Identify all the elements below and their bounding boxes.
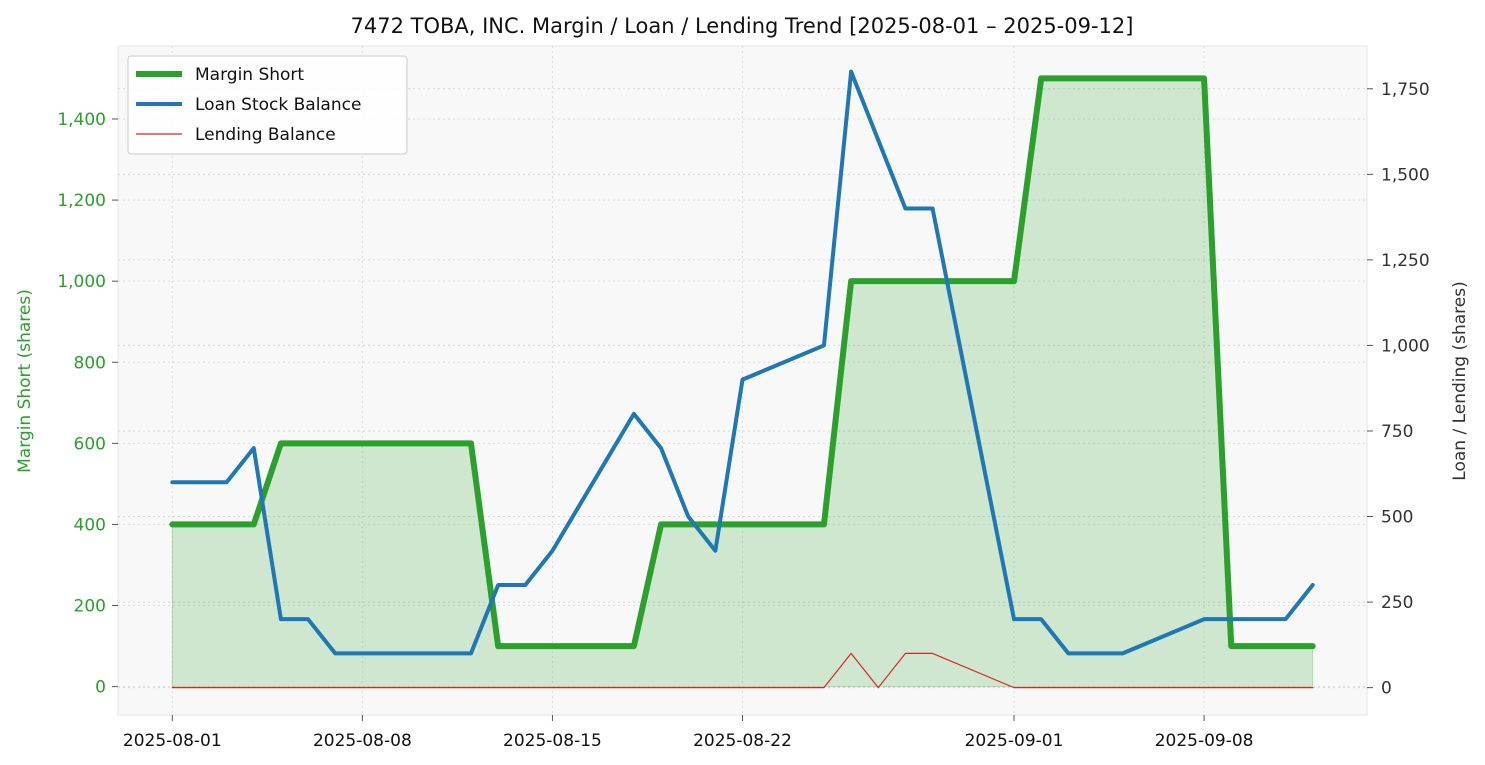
x-tick-label: 2025-08-22 [693, 731, 792, 751]
y-right-tick-label: 750 [1381, 422, 1413, 442]
x-axis: 2025-08-01 2025-08-08 2025-08-15 2025-08-22… [123, 715, 1254, 751]
y-right-tick-label: 0 [1381, 679, 1392, 699]
x-tick-label: 2025-08-15 [503, 731, 602, 751]
legend: Margin Short Loan Stock Balance Lending … [127, 55, 408, 155]
x-tick-label: 2025-09-01 [965, 731, 1064, 751]
right-axis: 0 250 500 750 1,000 1,250 1,500 1,750 [1367, 80, 1430, 699]
y-left-tick-label: 600 [74, 434, 106, 454]
y-right-tick-label: 1,750 [1381, 80, 1430, 100]
left-axis: 0 200 400 600 800 1,000 1,200 1,400 [57, 110, 118, 698]
y-left-tick-label: 0 [95, 678, 106, 698]
y-left-tick-label: 1,200 [57, 191, 106, 211]
legend-box [127, 55, 408, 155]
series-line-lending-balance [171, 652, 1314, 689]
x-tick-label: 2025-09-08 [1155, 731, 1254, 751]
grid [118, 46, 1367, 715]
legend-label-lending-balance: Lending Balance [195, 125, 336, 145]
y-left-tick-label: 1,000 [57, 272, 106, 292]
y-right-tick-label: 1,250 [1381, 251, 1430, 271]
y-left-tick-label: 400 [74, 515, 106, 535]
x-tick-label: 2025-08-08 [313, 731, 412, 751]
y-right-tick-label: 1,000 [1381, 336, 1430, 356]
y-right-tick-label: 250 [1381, 593, 1413, 613]
y-left-tick-label: 200 [74, 597, 106, 617]
legend-label-margin-short: Margin Short [195, 65, 304, 85]
series-line-loan-stock-balance [170, 69, 1315, 656]
y-right-axis-label: Loan / Lending (shares) [1450, 281, 1470, 480]
chart-title: 7472 TOBA, INC. Margin / Loan / Lending … [351, 14, 1134, 38]
series-line-margin-short [169, 75, 1316, 650]
y-right-tick-label: 1,500 [1381, 165, 1430, 185]
series-layer [169, 69, 1316, 689]
legend-label-loan-stock-balance: Loan Stock Balance [195, 95, 361, 115]
y-left-tick-label: 800 [74, 353, 106, 373]
x-tick-label: 2025-08-01 [123, 731, 222, 751]
y-left-tick-label: 1,400 [57, 110, 106, 130]
y-left-axis-label: Margin Short (shares) [15, 289, 35, 473]
y-right-tick-label: 500 [1381, 508, 1413, 528]
